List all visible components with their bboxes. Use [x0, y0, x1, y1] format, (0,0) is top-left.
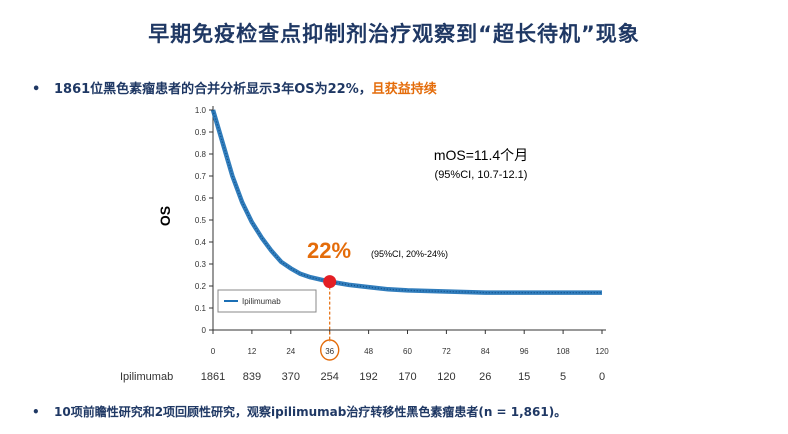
- y-tick-label: 0.4: [195, 238, 207, 247]
- x-tick-label: 48: [364, 347, 373, 356]
- x-tick-label: 36: [325, 347, 334, 356]
- median-os-ci: (95%CI, 10.7-12.1): [435, 169, 528, 181]
- x-tick-label: 120: [595, 347, 609, 356]
- y-tick-label: 0.8: [195, 150, 207, 159]
- x-tick-label: 24: [286, 347, 295, 356]
- bullet-os-highlight: 且获益持续: [371, 82, 437, 97]
- bullet-dot: •: [32, 82, 41, 97]
- risk-table-value: 1861: [201, 371, 225, 383]
- y-tick-label: 0.2: [195, 282, 207, 291]
- chart-axes: 0 0.1 0.2 0.3 0.4 0.5 0.6 0.7 0.8 0.9 1.0 0 12 24 36 48…: [195, 106, 609, 356]
- risk-table-value: 170: [398, 371, 416, 383]
- survival-curve-layer: [210, 109, 602, 361]
- y-tick-label: 0.1: [195, 304, 207, 313]
- highlight-tick-circle: [320, 339, 340, 361]
- median-os-text: mOS=11.4个月: [434, 147, 528, 163]
- survival-curve: [210, 109, 602, 295]
- risk-table-label: Ipilimumab: [120, 371, 173, 383]
- bullet-dot: •: [32, 405, 40, 419]
- bullet-os-summary: • 1861位黑色素瘤患者的合并分析显示3年OS为22%，且获益持续: [32, 78, 437, 97]
- legend-label: Ipilimumab: [242, 297, 281, 306]
- y-tick-label: 0.6: [195, 194, 207, 203]
- risk-table-value: 192: [359, 371, 377, 383]
- risk-table-value: 370: [282, 371, 300, 383]
- y-tick-label: 1.0: [195, 106, 207, 115]
- slide-title: 早期免疫检查点抑制剂治疗观察到“超长待机”现象: [148, 22, 640, 46]
- risk-table-row: 1861 839 370 254 192 170 120 26 15 5 0: [201, 371, 605, 383]
- x-tick-label: 84: [481, 347, 490, 356]
- risk-table-value: 26: [479, 371, 491, 383]
- x-tick-label: 72: [442, 347, 451, 356]
- y-tick-label: 0: [202, 326, 207, 335]
- highlight-value-label: 22%: [307, 238, 351, 263]
- y-tick-label: 0.7: [195, 172, 207, 181]
- risk-table-value: 15: [518, 371, 530, 383]
- y-tick-label: 0.5: [195, 216, 207, 225]
- risk-table-value: 0: [599, 371, 605, 383]
- x-tick-label: 108: [556, 347, 570, 356]
- censor-marks: [212, 109, 602, 294]
- highlight-ci-label: (95%CI, 20%-24%): [371, 249, 448, 259]
- y-tick-label: 0.3: [195, 260, 207, 269]
- y-axis-label: OS: [157, 206, 173, 226]
- risk-table-value: 120: [437, 371, 455, 383]
- x-tick-label: 60: [403, 347, 412, 356]
- x-tick-label: 96: [520, 347, 529, 356]
- x-tick-label: 0: [211, 347, 216, 356]
- bullet-study-text: 10项前瞻性研究和2项回顾性研究，观察ipilimumab治疗转移性黑色素瘤患者…: [54, 405, 567, 419]
- risk-table-value: 5: [560, 371, 566, 383]
- bullet-os-text: 1861位黑色素瘤患者的合并分析显示3年OS为22%，: [54, 82, 372, 97]
- y-tick-label: 0.9: [195, 128, 207, 137]
- legend-box: [217, 289, 317, 313]
- risk-table-value: 839: [243, 371, 261, 383]
- risk-table-value: 254: [321, 371, 339, 383]
- x-tick-label: 12: [247, 347, 256, 356]
- highlight-point: [323, 275, 337, 289]
- bullet-study-note: • 10项前瞻性研究和2项回顾性研究，观察ipilimumab治疗转移性黑色素瘤患…: [32, 403, 566, 420]
- legend: Ipilimumab: [217, 289, 317, 313]
